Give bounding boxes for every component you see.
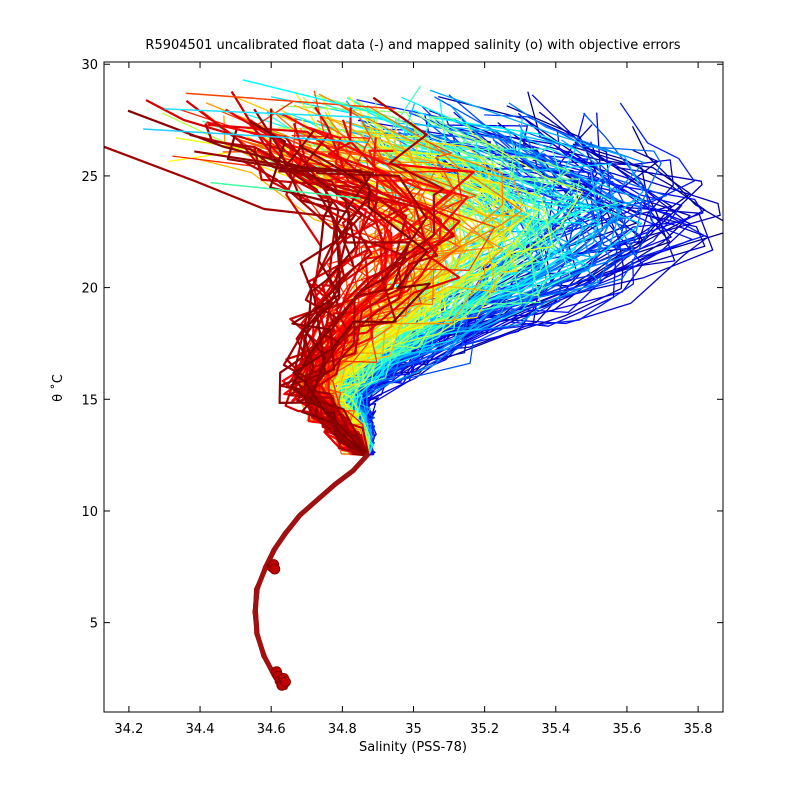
- x-tick-label: 34.6: [257, 722, 286, 737]
- x-tick-label: 35.2: [470, 722, 499, 737]
- x-tick-label: 34.4: [186, 722, 215, 737]
- y-axis: 5 10 15 20 25 30: [81, 58, 723, 632]
- y-axis-label: θ ˚C: [50, 374, 66, 402]
- y-tick-label: 10: [81, 505, 98, 520]
- x-tick-label: 34.2: [114, 722, 143, 737]
- x-tick-label: 35.6: [612, 722, 641, 737]
- y-tick-label: 25: [81, 170, 98, 185]
- plot-area: [104, 79, 723, 691]
- y-tick-label: 30: [81, 58, 98, 73]
- outlier-line: [242, 79, 379, 115]
- outlier-line: [143, 128, 368, 144]
- outlier-line: [210, 181, 361, 200]
- x-axis-label: Salinity (PSS-78): [359, 740, 467, 755]
- x-tick-label: 34.8: [328, 722, 357, 737]
- y-tick-label: 5: [90, 617, 98, 632]
- x-tick-label: 35.4: [541, 722, 570, 737]
- outlier-line: [185, 92, 396, 110]
- mapped-salinity-marker: [279, 676, 291, 688]
- x-tick-label: 35: [405, 722, 422, 737]
- y-tick-label: 15: [81, 393, 98, 408]
- chart-title: R5904501 uncalibrated float data (-) and…: [145, 38, 680, 53]
- y-tick-label: 20: [81, 282, 98, 297]
- mapped-salinity-marker: [269, 563, 281, 575]
- deep-curve: [252, 452, 370, 690]
- outlier-line: [164, 108, 378, 119]
- x-axis: 34.2 34.4 34.6 34.8 35 35.2 35.4 35.6 35.8: [114, 62, 713, 737]
- x-tick-label: 35.8: [684, 722, 713, 737]
